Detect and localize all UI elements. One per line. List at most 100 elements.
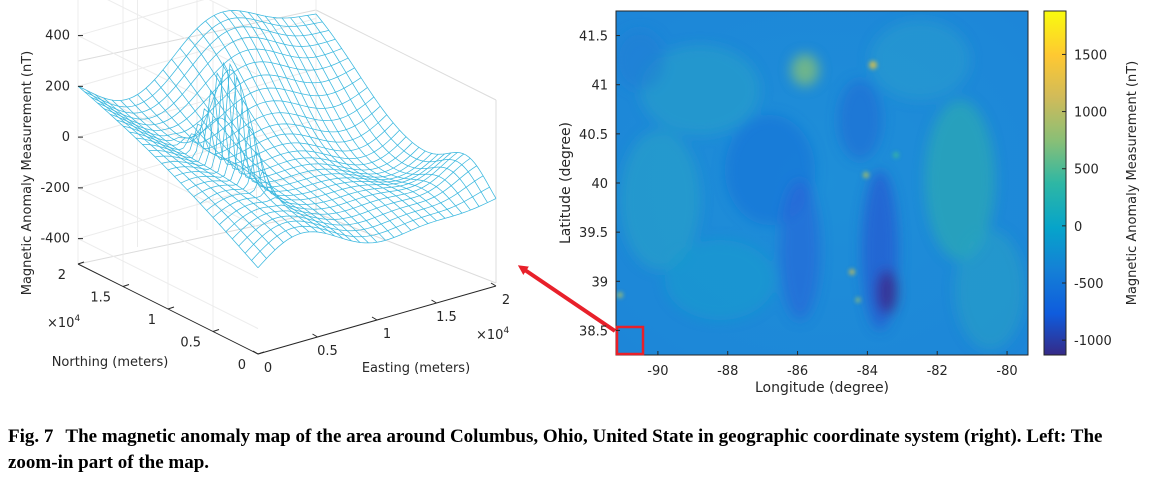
y-tick-label: 0.5 xyxy=(180,336,201,351)
x-tick xyxy=(431,299,437,304)
z-tick-label: 0 xyxy=(62,130,70,145)
x-tick-label: 0 xyxy=(264,361,272,376)
y-tick-label: 2 xyxy=(58,268,66,283)
mesh-line xyxy=(167,61,407,175)
heat-y-tick-label: 40 xyxy=(591,177,608,192)
heatmap-image xyxy=(616,11,1028,355)
y-tick xyxy=(167,306,175,310)
colorbar-label: Magnetic Anomaly Measurement (nT) xyxy=(1125,61,1140,306)
y-tick xyxy=(122,284,130,287)
mesh-line xyxy=(161,72,400,170)
surface-zlabel: Magnetic Anomaly Measurement (nT) xyxy=(20,51,35,296)
figure: 8006004002000-200-40000.511.5200.511.52 … xyxy=(20,0,1140,396)
cbar-tick-label: 1500 xyxy=(1074,48,1107,63)
mesh-line xyxy=(145,87,327,234)
colorbar xyxy=(1043,10,1067,356)
x-tick xyxy=(312,333,318,338)
mesh-line xyxy=(116,67,355,137)
x-tick-label: 2 xyxy=(502,293,510,308)
heatmap-xlabel: Longitude (degree) xyxy=(755,380,889,396)
mesh-line xyxy=(110,57,349,131)
cbar-tick-label: 1000 xyxy=(1074,106,1107,121)
x-tick-label: 0.5 xyxy=(317,344,338,359)
mesh-line xyxy=(188,37,369,244)
mesh-line xyxy=(84,17,323,108)
mesh-line xyxy=(187,99,426,191)
mesh-line xyxy=(257,198,497,268)
highlight-box xyxy=(615,325,645,356)
mesh-line xyxy=(90,26,329,114)
cbar-tick-label: -1000 xyxy=(1074,334,1112,349)
z-tick-label: -400 xyxy=(40,232,70,247)
mesh-line xyxy=(135,96,375,151)
x-tick-label: 1.5 xyxy=(436,310,457,325)
mesh-line xyxy=(171,58,352,242)
x-tick xyxy=(490,282,497,287)
figure-caption: Fig. 7 The magnetic anomaly map of the ar… xyxy=(8,424,1148,476)
z-tick-label: 200 xyxy=(45,79,70,94)
mesh-line xyxy=(251,186,490,261)
surface-axes-box xyxy=(77,9,497,284)
y-tick-label: 0 xyxy=(238,358,246,373)
x-tick xyxy=(371,316,378,321)
mesh-line xyxy=(77,10,317,101)
cbar-tick-label: -500 xyxy=(1074,277,1104,292)
mesh-line xyxy=(239,10,420,228)
heat-x-tick-label: -86 xyxy=(787,364,808,379)
y-tick-label: 1.5 xyxy=(90,291,111,306)
cbar-tick-label: 0 xyxy=(1074,220,1082,235)
mesh-line xyxy=(244,175,484,254)
mesh-line xyxy=(232,157,471,240)
surface-ylabel: Northing (meters) xyxy=(52,355,169,370)
mesh-line xyxy=(180,76,420,184)
mesh-line xyxy=(122,77,362,142)
heat-y-tick-label: 41.5 xyxy=(579,30,608,45)
z-tick-label: 400 xyxy=(45,29,70,44)
mesh-line xyxy=(219,152,458,225)
mesh-line xyxy=(193,125,432,197)
y-tick xyxy=(212,329,220,332)
heat-x-tick-label: -82 xyxy=(927,364,948,379)
surface-mesh xyxy=(77,10,497,268)
z-tick-label: -200 xyxy=(40,181,70,196)
mesh-line xyxy=(273,17,454,217)
mesh-line xyxy=(129,87,368,146)
mesh-line xyxy=(120,100,301,234)
colorbar-tick-labels: 1500 1000 500 0 -500 -1000 xyxy=(1062,48,1112,349)
mesh-line xyxy=(238,165,477,247)
surface-plot: 8006004002000-200-40000.511.5200.511.52 … xyxy=(20,0,510,376)
mesh-line xyxy=(199,151,439,204)
heatmap-plot: -90 -88 -86 -84 -82 -80 41.5 41 40.5 40 39.5 39 38.5… xyxy=(558,10,1140,396)
heat-y-tick-label: 39.5 xyxy=(579,226,608,241)
mesh-line xyxy=(225,153,465,232)
mesh-line xyxy=(103,48,342,126)
heatmap-tick-labels: -90 -88 -86 -84 -82 -80 41.5 41 40.5 40 39.5 39 38.5 xyxy=(579,30,1018,379)
mesh-line xyxy=(142,105,381,155)
y-tick-label: 1 xyxy=(148,313,156,328)
surface-front-axes xyxy=(77,263,497,355)
heat-y-tick-label: 39 xyxy=(591,275,608,290)
heat-x-tick-label: -80 xyxy=(996,364,1017,379)
y-tick xyxy=(257,351,265,355)
mesh-line xyxy=(212,152,452,218)
cbar-tick-label: 500 xyxy=(1074,163,1099,178)
mesh-line xyxy=(97,36,336,120)
x-tick xyxy=(252,350,259,355)
surface-xlabel: Easting (meters) xyxy=(362,361,470,376)
mesh-line xyxy=(155,89,394,165)
heat-x-tick-label: -84 xyxy=(857,364,878,379)
surface-x-multiplier: ×104 xyxy=(476,326,509,343)
heatmap-ylabel: Latitude (degree) xyxy=(558,122,574,244)
mesh-line xyxy=(148,108,387,160)
heat-x-tick-label: -88 xyxy=(717,364,738,379)
heat-x-tick-label: -90 xyxy=(647,364,668,379)
caption-text: The magnetic anomaly map of the area aro… xyxy=(8,426,1103,473)
mesh-line xyxy=(206,153,445,211)
heat-y-tick-label: 41 xyxy=(591,79,608,94)
surface-y-multiplier: ×104 xyxy=(47,314,80,331)
gridline xyxy=(107,0,259,76)
zoom-arrow xyxy=(517,265,617,333)
mesh-line xyxy=(174,62,413,180)
caption-label: Fig. 7 xyxy=(8,426,54,447)
